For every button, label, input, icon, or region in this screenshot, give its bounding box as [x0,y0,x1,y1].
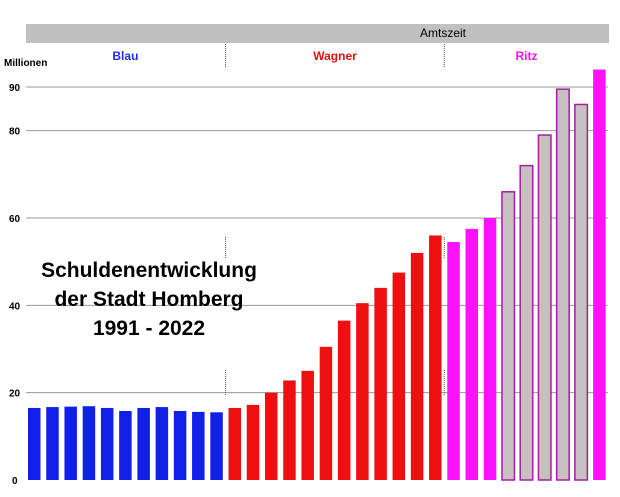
y-tick-label: 80 [9,127,21,138]
bar-2019 [537,134,552,481]
chart-title-line-2: der Stadt Homberg [54,288,244,311]
period-label: Ritz [515,49,537,63]
chart-title-line-3: 1991 - 2022 [92,317,206,340]
bar-2006 [301,370,314,480]
bar-2007 [319,346,333,480]
bar-2015 [465,228,479,480]
bar-1999 [173,411,187,480]
bar-1991 [28,407,41,480]
chart-title: Schuldenentwicklung der Stadt Homberg 19… [18,256,280,343]
bar-2020 [555,88,570,481]
bar-2018 [519,164,534,481]
bar-1996 [119,411,132,480]
bar-2016 [483,218,497,480]
bar-1992 [46,407,59,480]
bar-2010 [374,287,387,480]
term-header: Amtszeit [26,24,609,43]
bar-1995 [100,407,114,480]
y-tick-label: 90 [9,83,21,94]
bar-2012 [410,252,424,480]
bar-2004 [264,392,278,480]
bar-2009 [356,303,369,480]
y-tick-label: 60 [9,214,21,225]
period-label: Blau [112,49,138,63]
bar-1997 [137,407,150,480]
bar-2002 [228,407,242,480]
bar-2013 [429,235,442,480]
y-tick-label: 40 [9,301,21,312]
bar-1994 [82,406,96,480]
chart-title-line-1: Schuldenentwicklung [41,259,257,282]
bar-2000 [192,411,205,480]
bar-2014 [447,242,460,480]
y-axis: 0 20 40 60 80 90 [9,83,21,487]
y-axis-label: Millionen [4,58,47,69]
y-tick-label: 0 [12,476,18,487]
y-tick-label: 20 [9,389,21,400]
period-dividers: Blau Wagner Ritz [112,44,537,395]
term-header-band [26,24,609,43]
bar-2003 [246,404,260,480]
bar-1998 [155,407,169,480]
bar-2017 [501,191,516,481]
bars [28,69,606,481]
bar-2008 [337,320,351,480]
bar-2001 [210,412,223,480]
bar-2005 [283,380,296,480]
bar-2022 [593,69,606,481]
bar-2021 [574,103,589,481]
bar-1993 [64,406,77,480]
bar-2011 [392,272,406,480]
period-label: Wagner [313,49,357,63]
term-header-label: Amtszeit [420,26,467,40]
